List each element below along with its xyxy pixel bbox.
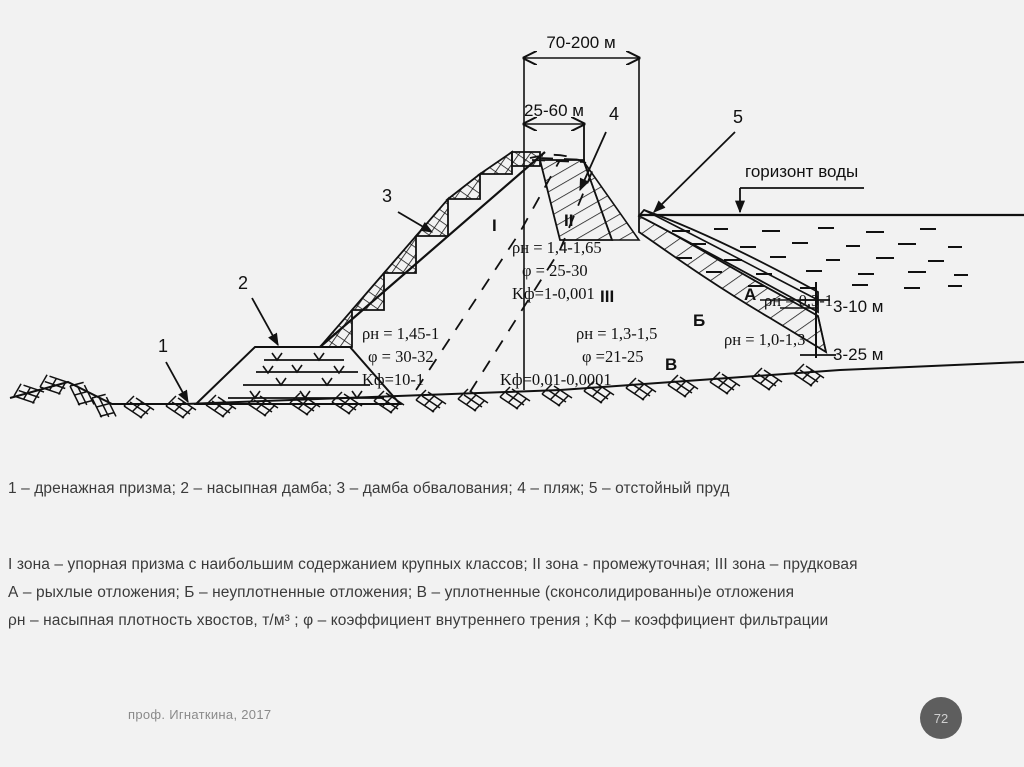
callout-1: 1 [158, 336, 189, 404]
zone1-phi: φ = 30-32 [368, 347, 434, 366]
depth-label-upper: 3-10 м [833, 297, 883, 316]
deposit-label-V: В [665, 355, 677, 374]
water-level-callout: горизонт воды [734, 162, 864, 214]
depth-label-lower: 3-25 м [833, 345, 883, 364]
footer-author: проф. Игнаткина, 2017 [128, 707, 272, 722]
legend-line-deposits: А – рыхлые отложения; Б – неуплотненные … [8, 584, 795, 601]
callout-3: 3 [382, 186, 434, 233]
callout-label-1: 1 [158, 336, 168, 356]
dimension-label-beach: 70-200 м [546, 33, 615, 52]
zone3-rho: ρн = 1,3-1,5 [576, 324, 657, 343]
zone-label-I: I [492, 216, 497, 235]
page-number-badge: 72 [920, 697, 962, 739]
callout-label-4: 4 [609, 104, 619, 124]
callout-4: 4 [579, 104, 619, 192]
zone2-rho: ρн = 1,4-1,65 [512, 238, 602, 257]
zone1-rho: ρн = 1,45-1 [362, 324, 439, 343]
deposit-layers [637, 208, 828, 354]
callout-label-3: 3 [382, 186, 392, 206]
depositA-rho: ρн = 0,3-1 [764, 291, 833, 310]
zone2-kf: Kф=1-0,001 [512, 284, 595, 303]
callout-2: 2 [238, 273, 279, 347]
zone3-kf: Kф=0,01-0,0001 [500, 370, 612, 389]
callout-5: 5 [653, 107, 743, 213]
callout-label-2: 2 [238, 273, 248, 293]
deposit-label-A: А [744, 285, 756, 304]
dimension-label-crest: 25-60 м [524, 101, 584, 120]
deposit-label-B: Б [693, 311, 705, 330]
zone3-phi: φ =21-25 [582, 347, 643, 366]
stepped-dike-obvalovaniya [318, 150, 546, 348]
legend-line-zones: I зона – упорная призма с наибольшим сод… [8, 556, 858, 573]
tailings-dam-cross-section: 70-200 м 25-60 м [9, 33, 1024, 419]
zone2-phi: φ = 25-30 [522, 261, 588, 280]
figure-caption-items: 1 – дренажная призма; 2 – насыпная дамба… [8, 480, 730, 497]
depth-scale: 3-10 м 3-25 м [800, 282, 883, 364]
zone-label-III: III [600, 287, 614, 306]
water-level-marks [249, 352, 363, 400]
beach-zone [538, 124, 641, 241]
water-level-label: горизонт воды [745, 162, 858, 181]
figure-legend: I зона – упорная призма с наибольшим сод… [8, 556, 858, 640]
zone-boundaries [415, 157, 597, 393]
callout-label-5: 5 [733, 107, 743, 127]
zone-label-II: II [564, 211, 573, 230]
zone1-kf: Kф=10-1 [362, 370, 424, 389]
legend-line-symbols: ρн – насыпная плотность хвостов, т/м³ ; … [8, 612, 829, 629]
depositB-rho: ρн = 1,0-1,3 [724, 330, 805, 349]
zone-boundary-upper-dash [529, 153, 587, 164]
